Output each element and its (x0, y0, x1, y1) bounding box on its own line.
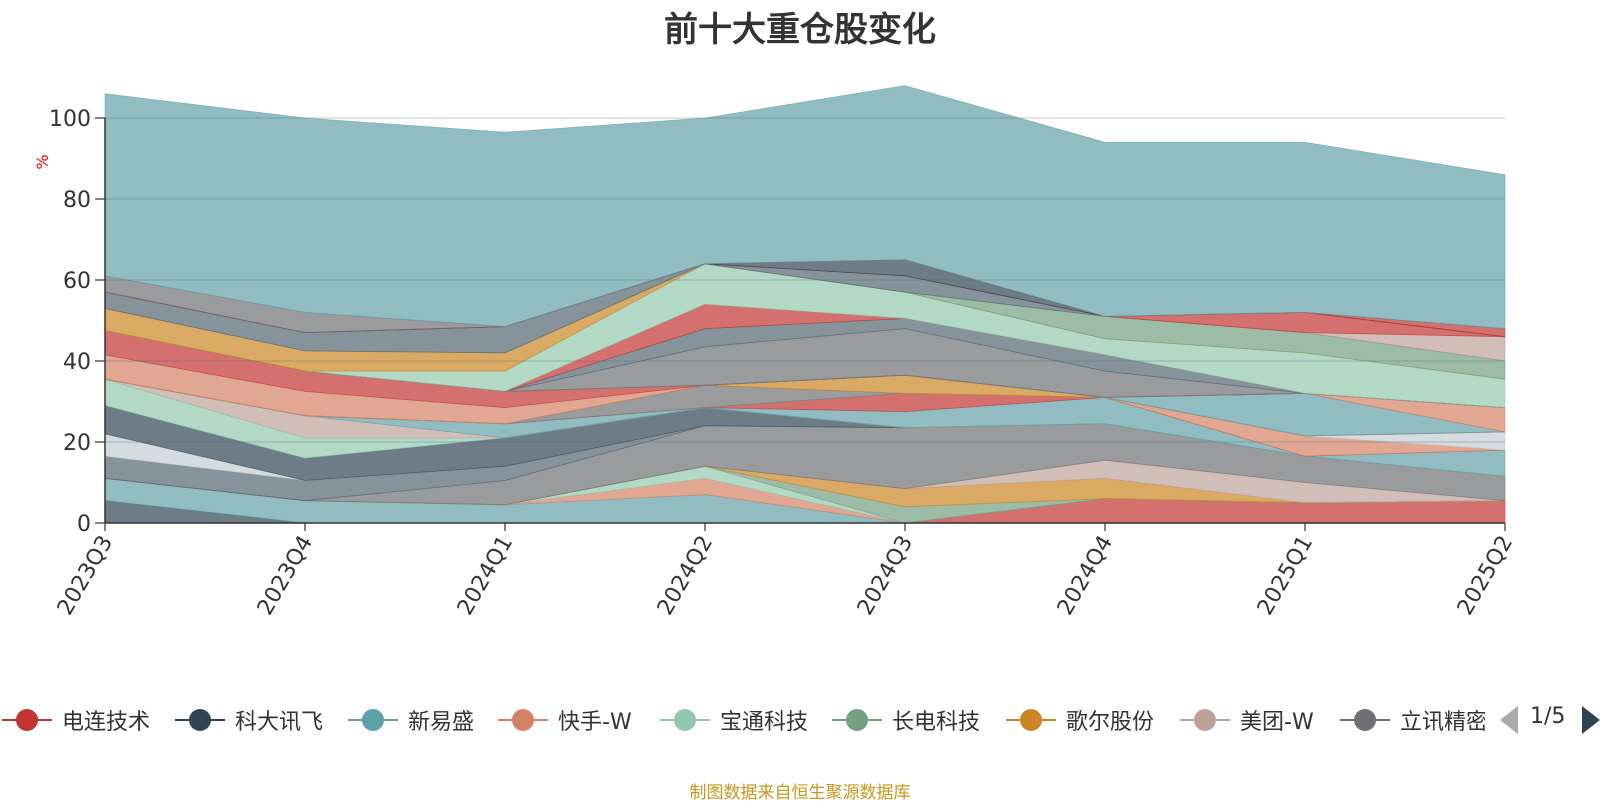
legend-item[interactable]: 科大讯飞 (175, 700, 350, 740)
legend-item[interactable]: 歌尔股份 (1006, 700, 1181, 740)
legend-dot-icon (362, 709, 384, 731)
x-tick-label: 2025Q2 (1453, 532, 1518, 620)
x-tick-label: 2024Q3 (853, 532, 918, 620)
legend-dot-icon (189, 709, 211, 731)
y-tick-label: 80 (63, 188, 91, 213)
legend-dot-icon (16, 709, 38, 731)
legend-item[interactable]: 长电科技 (832, 700, 1007, 740)
legend-next-page-icon[interactable] (1582, 706, 1600, 734)
legend-label: 立讯精密 (1400, 710, 1485, 735)
legend-label: 科大讯飞 (235, 710, 324, 735)
legend-dot-icon (846, 709, 868, 731)
x-tick-label: 2024Q4 (1053, 532, 1118, 620)
legend-page-indicator: 1/5 (1530, 704, 1566, 729)
legend-label: 新易盛 (408, 710, 475, 735)
legend-dot-icon (1020, 709, 1042, 731)
legend-label: 歌尔股份 (1066, 710, 1155, 735)
x-tick-label: 2023Q3 (53, 532, 118, 620)
legend-item[interactable]: 快手-W (498, 700, 673, 740)
legend-dot-icon (674, 709, 696, 731)
legend-label: 宝通科技 (720, 710, 809, 735)
source-note: 制图数据来自恒生聚源数据库 (689, 783, 911, 803)
x-tick-label: 2024Q2 (653, 532, 718, 620)
y-tick-label: 20 (63, 431, 91, 456)
grid-lines (105, 117, 1505, 443)
legend-label: 长电科技 (892, 710, 981, 735)
x-tick-label: 2025Q1 (1253, 532, 1318, 620)
legend-label: 美团-W (1240, 710, 1314, 735)
legend-item[interactable]: 新易盛 (348, 700, 523, 740)
legend-dot-icon (1354, 709, 1376, 731)
legend-items: 电连技术 科大讯飞 新易盛 快手-W 宝通科技 长电科技 歌尔股份 美团-W 立讯精密 (0, 700, 1485, 740)
legend-item[interactable]: 电连技术 (2, 700, 177, 740)
legend-dot-icon (1194, 709, 1216, 731)
area-series-38 (104, 85, 1506, 330)
area-layers (104, 85, 1506, 524)
legend-label: 快手-W (558, 710, 632, 735)
y-tick-label: 0 (77, 512, 91, 537)
legend-dot-icon (512, 709, 534, 731)
y-tick-label: 60 (63, 269, 91, 294)
legend-item[interactable]: 美团-W (1180, 700, 1355, 740)
chart-plot: 0 20 40 60 80 100 2023Q3 2023Q4 2024Q1 2024Q2 2024… (33, 85, 1518, 620)
chart-title: 前十大重仓股变化 (664, 10, 936, 50)
y-tick-label: 40 (63, 350, 91, 375)
y-axis-label: % (33, 154, 52, 169)
y-tick-label: 100 (49, 107, 91, 132)
legend-label: 电连技术 (62, 710, 151, 735)
legend: 电连技术 科大讯飞 新易盛 快手-W 宝通科技 长电科技 歌尔股份 美团-W 立讯精密 (0, 700, 1600, 740)
x-tick-label: 2023Q4 (253, 532, 318, 620)
x-tick-label: 2024Q1 (453, 532, 518, 620)
legend-prev-page-icon[interactable] (1500, 706, 1518, 734)
legend-item[interactable]: 宝通科技 (660, 700, 835, 740)
legend-item[interactable]: 立讯精密 (1340, 700, 1485, 740)
